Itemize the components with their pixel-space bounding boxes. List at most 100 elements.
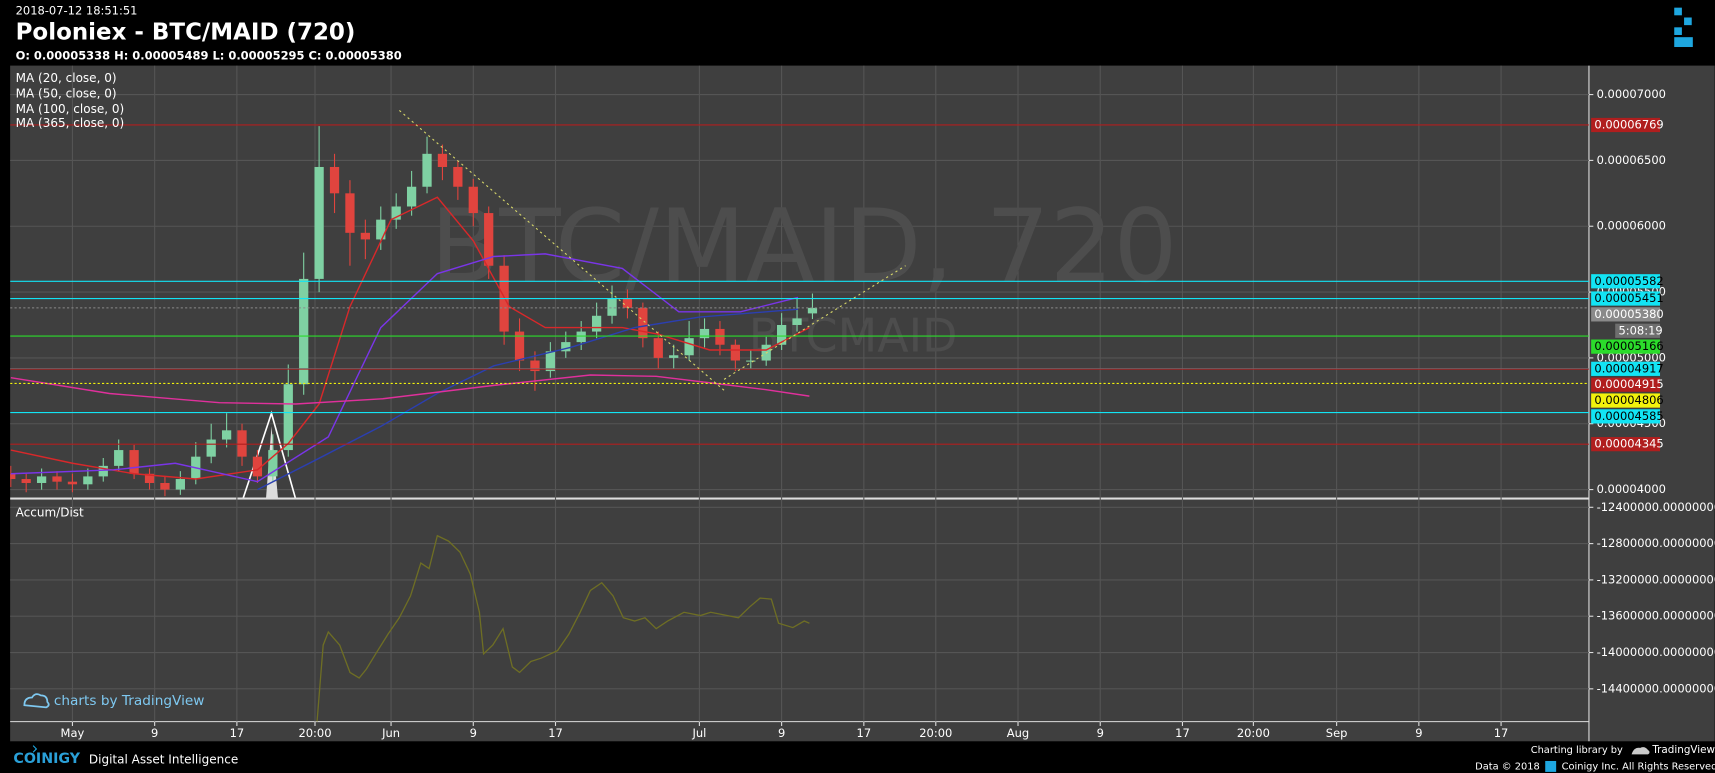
legend-entry: MA (365, close, 0) [16,116,125,130]
trend-line [399,110,725,391]
price-level-badge [1591,377,1661,392]
trend-lines [399,110,906,391]
candle-body [776,324,787,345]
moving-average-line [10,253,799,483]
library-note: Charting library by [1531,745,1623,756]
accum-dist-line [316,534,810,722]
x-tick-label: 9 [470,726,477,740]
candle-body [437,153,448,167]
x-tick-label: 9 [778,726,785,740]
candle-body [468,186,478,214]
candle-body [715,328,725,345]
candle-body [576,331,586,343]
y-tick-label: -13600000.00000000 [1597,609,1715,623]
grid [10,65,1589,722]
candle-body [129,450,139,474]
x-tick-label: 17 [548,726,563,740]
watermark-text: BTC/MAID, 720 [430,188,1177,305]
x-tick-label: 20:00 [298,726,331,740]
price-level-badge [1591,274,1661,289]
company: Coinigy Inc. All Rights Reserved. [1562,761,1715,772]
y-tick-label: -12800000.00000000 [1597,536,1715,550]
candle-body [376,219,386,240]
candle-body [545,351,555,372]
x-tick-label: Jun [381,726,400,740]
candle-body [514,331,525,361]
candle-body [622,298,633,308]
candle-body [699,328,710,339]
candle-body [807,307,818,314]
price-level-badge [1591,117,1661,133]
candle-body [221,430,232,440]
price-level-label: 0.00004806 [1594,393,1663,407]
candle-body [453,166,463,187]
candle-body [746,360,756,362]
candle-body [144,473,155,483]
price-level-label: 0.00005451 [1594,291,1663,305]
price-level-label: 0.00004917 [1594,361,1663,375]
candle-body [252,456,263,477]
library-brand: TradingView [1651,744,1715,756]
price-level-badge [1591,339,1661,354]
candle-body [345,193,355,233]
y-tick-label: 0.00005000 [1597,350,1666,364]
brand: COINIGY [13,751,80,767]
price-level-label: 0.00006769 [1594,117,1663,131]
price-plot [10,124,1589,498]
x-tick-label: May [61,726,85,740]
candle-body [67,481,78,485]
candle-body [360,232,370,240]
tv-link[interactable]: charts by TradingView [23,693,205,709]
watermark-link[interactable]: charts by TradingView [54,693,205,709]
x-tick-label: 9 [151,726,158,740]
tagline: Digital Asset Intelligence [89,752,238,766]
price-level-label: 0.00004585 [1594,409,1663,423]
price-level-badge [1591,409,1661,424]
x-tick-label: 9 [1415,726,1422,740]
candle-body [21,479,31,483]
timestamp: 2018-07-12 18:51:51 [16,3,138,17]
moving-average-line [257,308,799,491]
candle-body [268,450,278,477]
candle-body [484,213,494,266]
candle-body [422,153,432,187]
candle-body [114,450,124,466]
candle-body [406,186,417,207]
time-axis-area [10,721,1589,742]
candle-body [10,473,16,480]
candle-body [684,338,694,356]
price-level-badge [1591,291,1661,306]
candle-body [329,166,340,194]
price-level-label: 0.00005582 [1594,274,1663,288]
x-tick-label: 17 [230,726,245,740]
copyright: Data © 2018 [1475,761,1540,772]
y-tick-label: -12400000.00000000 [1597,500,1715,514]
candle-body [36,476,47,483]
x-tick-label: 20:00 [1237,726,1270,740]
pane-title: Accum/Dist [16,505,84,519]
indicator-pane [10,499,1589,722]
logo [1674,7,1693,48]
y-tick-label: 0.00006000 [1597,219,1666,233]
y-tick-label: -14000000.00000000 [1597,645,1715,659]
candle-body [98,465,108,477]
candle-body [206,439,216,457]
legend-entry: MA (100, close, 0) [16,102,125,116]
legend-entry: MA (50, close, 0) [16,87,117,101]
candle-body [175,479,185,490]
x-tick-label: 20:00 [919,726,952,740]
price-level-badge [1591,393,1661,408]
candle-body [591,315,602,332]
chart-title: Poloniex - BTC/MAID (720) [16,19,356,45]
candle-body [160,482,170,490]
y-tick-label: -14400000.00000000 [1597,681,1715,695]
y-tick-label: -13200000.00000000 [1597,572,1715,586]
candle-body [561,342,571,352]
countdown-badge [1615,323,1661,338]
price-level-label: 0.00004915 [1594,377,1663,391]
candle-body [607,298,617,316]
price-level-badge [1591,437,1661,452]
candle-body [638,307,648,339]
